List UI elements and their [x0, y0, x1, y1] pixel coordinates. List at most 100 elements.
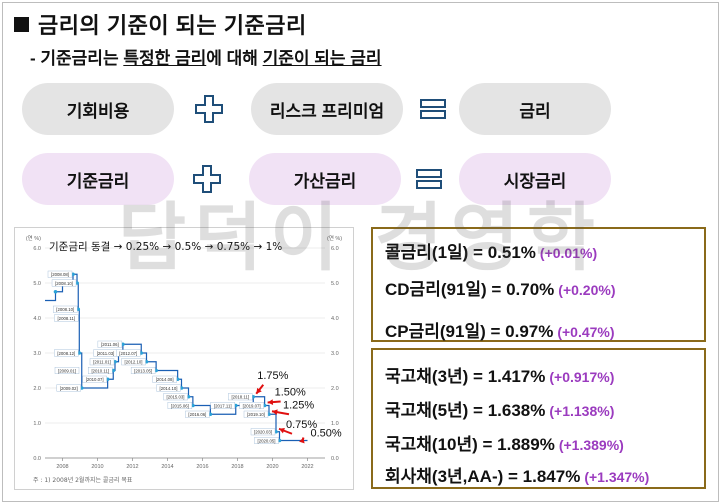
pill-opportunity-cost: 기회비용	[22, 83, 174, 135]
point-label: [2017.11]	[214, 403, 232, 408]
y-axis-unit-left: (연 %)	[26, 234, 41, 242]
pill-market-rate: 시장금리	[459, 153, 611, 205]
rate-change-point	[53, 289, 58, 294]
y-tick-label-right: 4.0	[331, 316, 339, 322]
point-label: [2019.10]	[247, 412, 265, 417]
subtitle-underlined-2: 기준이 되는 금리	[262, 49, 382, 68]
square-bullet-icon	[14, 17, 29, 32]
y-tick-label-right: 1.0	[331, 421, 339, 427]
x-tick-label: 2020	[266, 464, 278, 470]
rate-label: 국고채(5년) = 1.638%	[385, 401, 546, 420]
rate-annotation: 1.50%	[275, 387, 306, 399]
chart-title: 기준금리 동결 → 0.25% → 0.5% → 0.75% → 1%	[49, 241, 282, 253]
point-label: [2018.11]	[231, 395, 249, 400]
rate-annotation: 0.75%	[286, 419, 317, 431]
x-tick-label: 2012	[126, 464, 138, 470]
base-rate-chart: 0.0 0.0 1.0 1.0 2.0 2.0 3.0 3.0 4.0 4.0 5.0 5.0 6.0 6…	[14, 227, 354, 490]
y-tick-label: 2.0	[33, 386, 41, 392]
page-title-text: 금리의 기준이 되는 기준금리	[38, 13, 307, 38]
point-label: [2016.06]	[188, 412, 206, 417]
point-label: [2012.10]	[125, 360, 143, 365]
equals-icon	[420, 99, 446, 119]
point-label: [2008.10]	[56, 307, 74, 312]
y-tick-label-right: 0.0	[331, 456, 339, 462]
pill-risk-premium: 리스크 프리미엄	[251, 83, 403, 135]
rate-label: 콜금리(1일) = 0.51%	[385, 243, 536, 262]
point-label: [2011.01]	[93, 360, 111, 365]
plus-icon	[193, 165, 221, 193]
point-label-box	[254, 437, 279, 444]
point-label-box	[47, 270, 73, 278]
point-label-box	[250, 428, 276, 436]
y-tick-label: 1.0	[33, 421, 41, 427]
bond-rates-box: 국고채(3년) = 1.417% (+0.917%) 국고채(5년) = 1.63…	[371, 348, 706, 489]
x-tick-label: 2008	[56, 464, 68, 470]
point-label: [2012.07]	[119, 351, 137, 356]
rate-label: CP금리(91일) = 0.97%	[385, 322, 554, 341]
y-tick-label: 0.0	[33, 456, 41, 462]
point-label-box	[210, 402, 235, 409]
point-label-box	[163, 393, 188, 401]
point-label-box	[54, 349, 79, 357]
rate-row-ktb-10y: 국고채(10년) = 1.889% (+1.389%)	[385, 430, 624, 455]
red-arrowhead-icon	[267, 399, 274, 405]
subtitle-underlined-1: 특정한 금리	[123, 49, 207, 68]
point-label-box	[121, 358, 146, 366]
point-label: [2008.10]	[55, 281, 73, 286]
rate-change: (+0.917%)	[549, 369, 615, 385]
pill-interest-rate: 금리	[459, 83, 611, 135]
red-arrowhead-icon	[272, 409, 278, 415]
rate-row-call: 콜금리(1일) = 0.51% (+0.01%)	[385, 238, 597, 263]
point-label-box	[56, 384, 81, 392]
chart-footnote: 주 : 1) 2008년 2월까지는 콜금리 목표	[33, 476, 133, 484]
point-label-box	[89, 358, 115, 366]
rate-annotation: 1.25%	[283, 399, 314, 411]
rate-annotation: 0.50%	[311, 428, 342, 440]
x-tick-label: 2022	[301, 464, 313, 470]
point-label-box	[88, 367, 113, 374]
point-label: [2009.01]	[58, 368, 76, 373]
base-rate-chart-svg: 0.0 0.0 1.0 1.0 2.0 2.0 3.0 3.0 4.0 4.0 5.0 5.0 6.0 6…	[26, 234, 342, 484]
point-label: [2014.08]	[156, 377, 174, 382]
point-label: [2009.02]	[60, 386, 78, 391]
point-label: [2010.11]	[91, 368, 109, 373]
point-label: [2011.03]	[97, 351, 115, 356]
point-label-box	[51, 279, 77, 287]
point-label-box	[116, 349, 141, 357]
y-tick-label: 4.0	[33, 316, 41, 322]
rate-change: (+0.01%)	[539, 245, 598, 261]
point-label: [2015.06]	[171, 403, 189, 408]
point-label-box	[185, 410, 210, 418]
short-term-rates-box: 콜금리(1일) = 0.51% (+0.01%) CD금리(91일) = 0.70…	[371, 227, 706, 342]
point-label: [2019.07]	[243, 403, 261, 408]
x-tick-label: 2018	[231, 464, 243, 470]
y-tick-label: 3.0	[33, 351, 41, 357]
point-label-box	[130, 367, 156, 374]
red-arrowhead-icon	[299, 437, 305, 444]
red-arrowhead-icon	[279, 427, 285, 434]
y-tick-label-right: 5.0	[331, 281, 339, 287]
plus-icon	[195, 95, 223, 123]
point-label: [2011.06]	[101, 342, 119, 347]
point-label: [2013.05]	[134, 368, 152, 373]
y-axis-unit-right: (연 %)	[327, 234, 342, 242]
pill-spread-rate: 가산금리	[249, 153, 401, 205]
point-label-box	[54, 367, 80, 374]
point-label-box	[53, 305, 78, 313]
rate-row-ktb-5y: 국고채(5년) = 1.638% (+1.138%)	[385, 396, 614, 421]
rate-row-corporate-3y: 회사채(3년,AA-) = 1.847% (+1.347%)	[385, 462, 649, 487]
point-label-box	[228, 393, 253, 401]
point-label: [2008.11]	[57, 316, 75, 321]
rate-label: 국고채(3년) = 1.417%	[385, 367, 546, 386]
point-label: [2020.03]	[254, 430, 272, 435]
rate-change: (+0.47%)	[557, 324, 615, 340]
rate-change: (+1.347%)	[584, 469, 650, 485]
y-tick-label-right: 2.0	[331, 386, 339, 392]
y-tick-label-right: 6.0	[331, 246, 339, 252]
y-tick-label-right: 3.0	[331, 351, 339, 357]
x-tick-label: 2016	[196, 464, 208, 470]
point-label: [2014.10]	[160, 386, 178, 391]
point-label-box	[156, 384, 181, 392]
point-label-box	[167, 402, 193, 409]
